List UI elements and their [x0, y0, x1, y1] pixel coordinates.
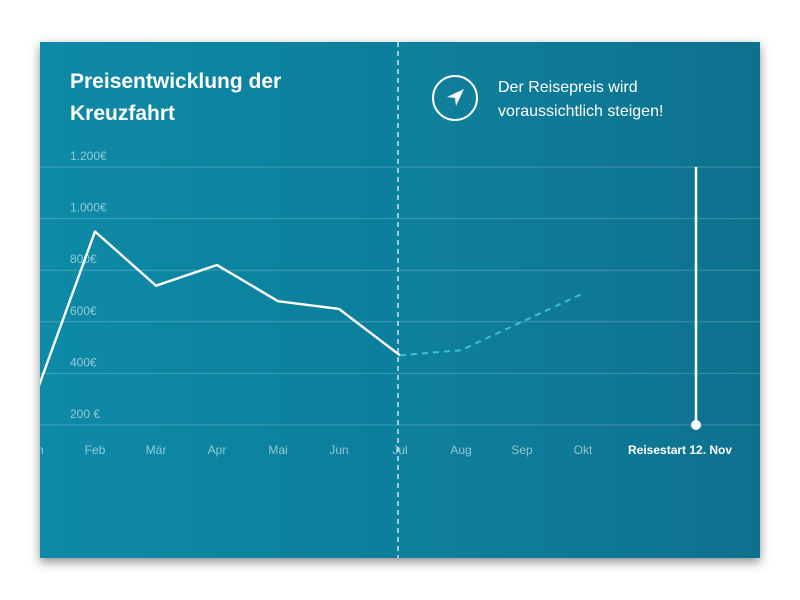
- x-tick-label: Mai: [268, 443, 287, 457]
- forecast-note-line2: voraussichtlich steigen!: [498, 103, 664, 120]
- price-chart-card: Preisentwicklung der Kreuzfahrt Der Reis…: [40, 42, 760, 558]
- x-tick-label: Aug: [450, 443, 471, 457]
- x-tick-label: Okt: [574, 443, 593, 457]
- y-tick-label: 800€: [70, 252, 97, 266]
- y-tick-label: 600€: [70, 304, 97, 318]
- x-tick-label: Feb: [85, 443, 106, 457]
- navigation-arrow-icon: [432, 75, 478, 121]
- trip-start-marker-dot: [691, 420, 701, 430]
- chart-title-line1: Preisentwicklung der: [70, 70, 282, 93]
- forecast-series-line: [399, 292, 584, 357]
- y-tick-label: 400€: [70, 355, 97, 369]
- trip-start-label: Reisestart 12. Nov: [628, 443, 732, 457]
- y-tick-label: 1.000€: [70, 201, 107, 215]
- y-tick-label: 200 €: [70, 407, 100, 421]
- forecast-note-line1: Der Reisepreis wird: [498, 79, 638, 96]
- x-tick-label: Apr: [208, 443, 227, 457]
- x-tick-label: Jan: [40, 443, 44, 457]
- x-tick-label: Jun: [329, 443, 348, 457]
- x-tick-label: Jul: [392, 443, 407, 457]
- x-tick-label: Mär: [146, 443, 167, 457]
- x-tick-label: Sep: [511, 443, 533, 457]
- chart-title-line2: Kreuzfahrt: [70, 102, 176, 125]
- line-chart: 200 € 400€ 600€ 800€ 1.000€ 1.200€ Jan Feb Mär Ap…: [40, 42, 760, 558]
- y-tick-label: 1.200€: [70, 149, 107, 163]
- forecast-note: Der Reisepreis wird voraussichtlich stei…: [498, 76, 728, 124]
- chart-title: Preisentwicklung der Kreuzfahrt: [70, 66, 370, 130]
